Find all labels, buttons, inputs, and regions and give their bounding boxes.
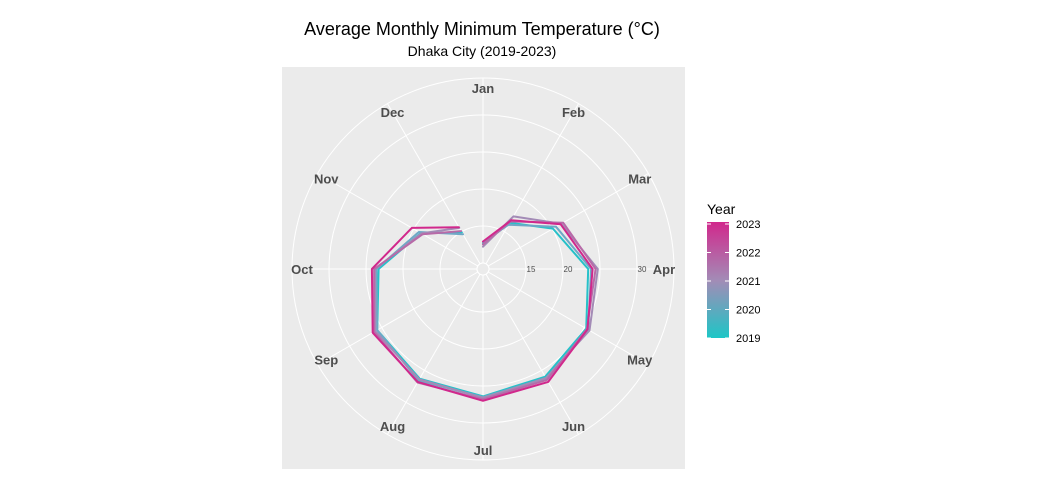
angular-gridline	[487, 271, 649, 365]
month-label-dec: Dec	[381, 105, 405, 120]
series-line-2019	[376, 221, 590, 398]
legend: Year 2023 2022 2021 2020 2019	[707, 201, 760, 345]
month-label-jan: Jan	[472, 81, 494, 96]
month-label-feb: Feb	[562, 105, 585, 120]
series-line-2022	[373, 220, 597, 401]
grid-layer	[291, 77, 675, 461]
angular-gridline	[317, 173, 479, 267]
series-layer	[370, 215, 599, 402]
angular-gridline	[485, 273, 579, 435]
legend-ticks: 2023 2022 2021 2020 2019	[707, 219, 760, 345]
angular-gridline	[387, 103, 481, 265]
legend-colorbar	[707, 222, 729, 338]
radial-tick-label: 15	[527, 265, 536, 274]
label-layer: Jan Feb Mar Apr May Jun Jul Aug Sep Oct Nov Dec 15 20…	[291, 81, 675, 458]
series-line-2023	[370, 219, 594, 402]
month-label-aug: Aug	[380, 419, 405, 434]
angular-gridline	[487, 173, 649, 267]
month-label-jun: Jun	[562, 419, 585, 434]
month-label-mar: Mar	[628, 172, 651, 187]
legend-label-2023: 2023	[736, 219, 760, 231]
chart-subtitle: Dhaka City (2019-2023)	[408, 43, 557, 59]
radial-tick-label: 20	[564, 265, 573, 274]
month-label-sep: Sep	[314, 353, 338, 368]
month-label-oct: Oct	[291, 262, 313, 277]
month-label-apr: Apr	[653, 262, 675, 277]
angular-gridline	[485, 103, 579, 265]
radial-tick-label: 30	[638, 265, 647, 274]
angular-gridline	[387, 273, 481, 435]
legend-label-2021: 2021	[736, 276, 760, 288]
legend-title: Year	[707, 201, 736, 217]
legend-label-2019: 2019	[736, 333, 760, 345]
month-label-nov: Nov	[314, 172, 339, 187]
chart-title: Average Monthly Minimum Temperature (°C)	[304, 19, 660, 39]
month-label-may: May	[627, 353, 653, 368]
legend-label-2022: 2022	[736, 248, 760, 260]
angular-gridline	[317, 271, 479, 365]
month-label-jul: Jul	[474, 443, 493, 458]
legend-label-2020: 2020	[736, 305, 760, 317]
